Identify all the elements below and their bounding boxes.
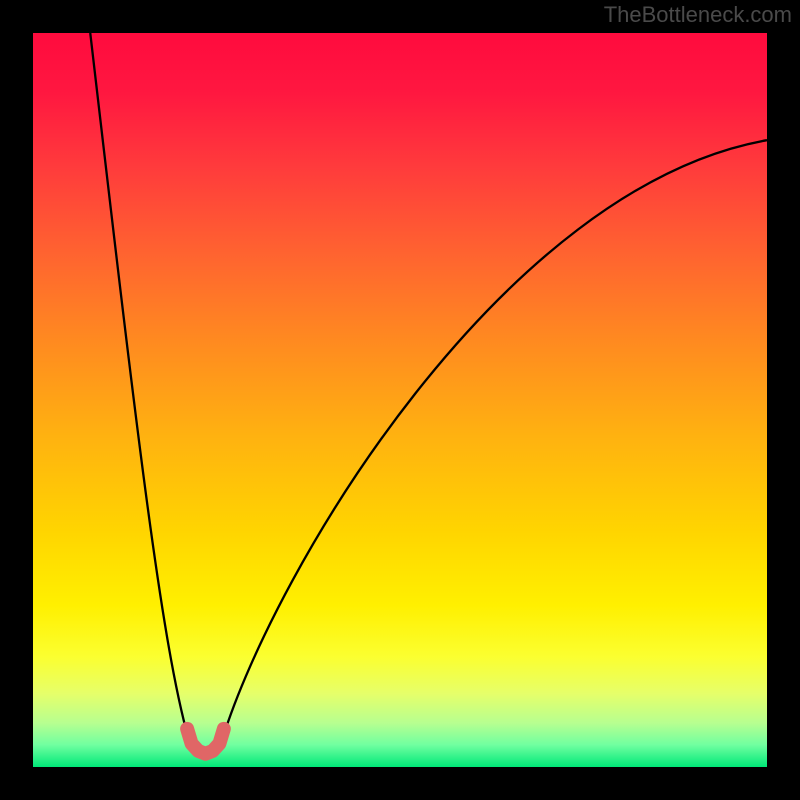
plot-background xyxy=(33,33,767,767)
chart-root: TheBottleneck.com xyxy=(0,0,800,800)
bottleneck-chart xyxy=(0,0,800,800)
watermark-text: TheBottleneck.com xyxy=(604,2,792,28)
